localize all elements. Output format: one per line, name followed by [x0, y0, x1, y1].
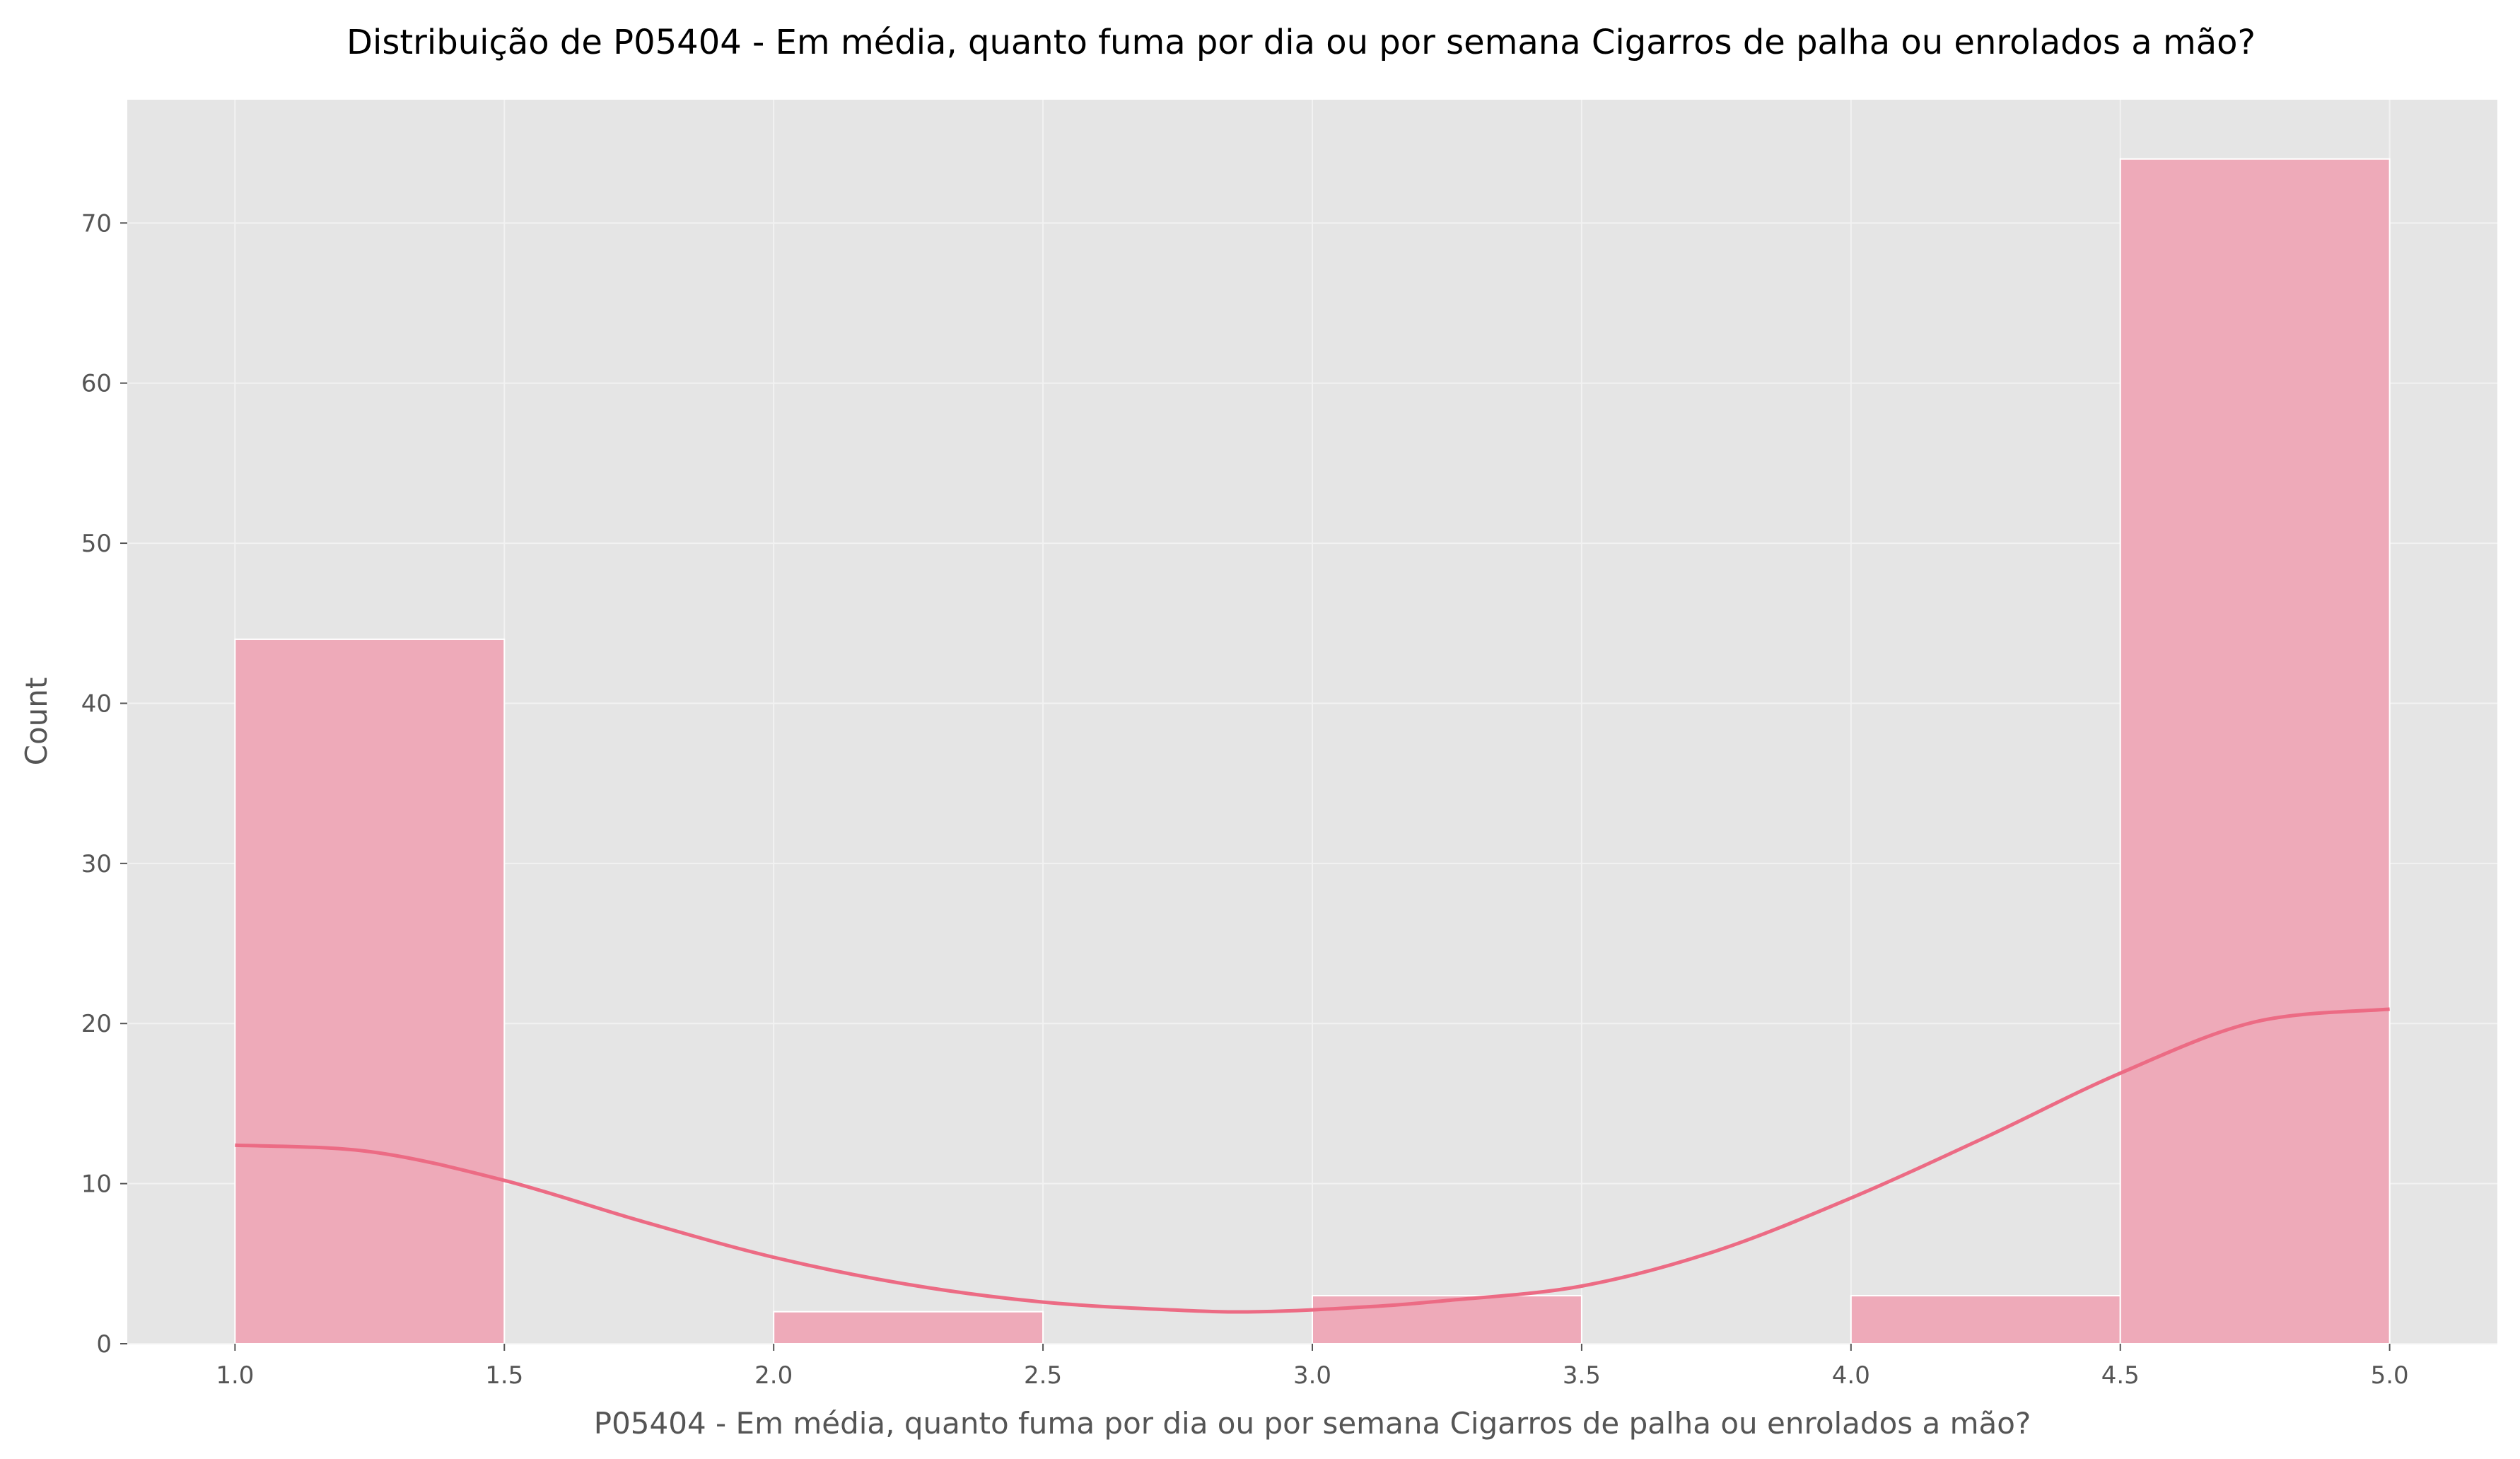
x-tick-label: 3.5 — [1563, 1361, 1601, 1390]
x-axis-label: P05404 - Em média, quanto fuma por dia o… — [594, 1406, 2031, 1441]
y-tick-label: 30 — [81, 850, 112, 878]
y-tick-label: 70 — [81, 209, 112, 238]
kde-curve — [235, 1007, 2390, 1314]
y-tick-label: 20 — [81, 1010, 112, 1038]
histogram-bar — [1312, 1295, 1582, 1345]
chart-title: Distribuição de P05404 - Em média, quant… — [346, 23, 2256, 62]
y-tick-label: 10 — [81, 1170, 112, 1199]
y-tick-label: 60 — [81, 370, 112, 398]
y-tick-label: 40 — [81, 690, 112, 718]
x-tick-label: 3.0 — [1293, 1361, 1331, 1390]
kde-line — [235, 1007, 2390, 1314]
x-tick-label: 2.0 — [754, 1361, 793, 1390]
y-axis-ticks: 0 10 20 30 40 50 60 70 — [81, 209, 127, 1359]
histogram-bar — [2119, 158, 2391, 1344]
histogram-bar — [773, 1310, 1044, 1344]
x-axis-ticks: 1.0 1.5 2.0 2.5 3.0 3.5 4.0 4.5 5.0 — [216, 1344, 2409, 1390]
y-tick-label: 50 — [81, 530, 112, 558]
y-axis-label: Count — [19, 678, 54, 766]
histogram-bar — [1850, 1295, 2121, 1345]
y-tick-label: 0 — [96, 1330, 112, 1359]
x-tick-label: 1.0 — [216, 1361, 254, 1390]
x-tick-label: 1.5 — [485, 1361, 523, 1390]
histogram-bars — [234, 158, 2391, 1345]
x-tick-label: 4.5 — [2101, 1361, 2140, 1390]
x-tick-label: 4.0 — [1832, 1361, 1870, 1390]
histogram-bar — [234, 638, 506, 1344]
x-tick-label: 2.5 — [1024, 1361, 1062, 1390]
x-tick-label: 5.0 — [2371, 1361, 2409, 1390]
